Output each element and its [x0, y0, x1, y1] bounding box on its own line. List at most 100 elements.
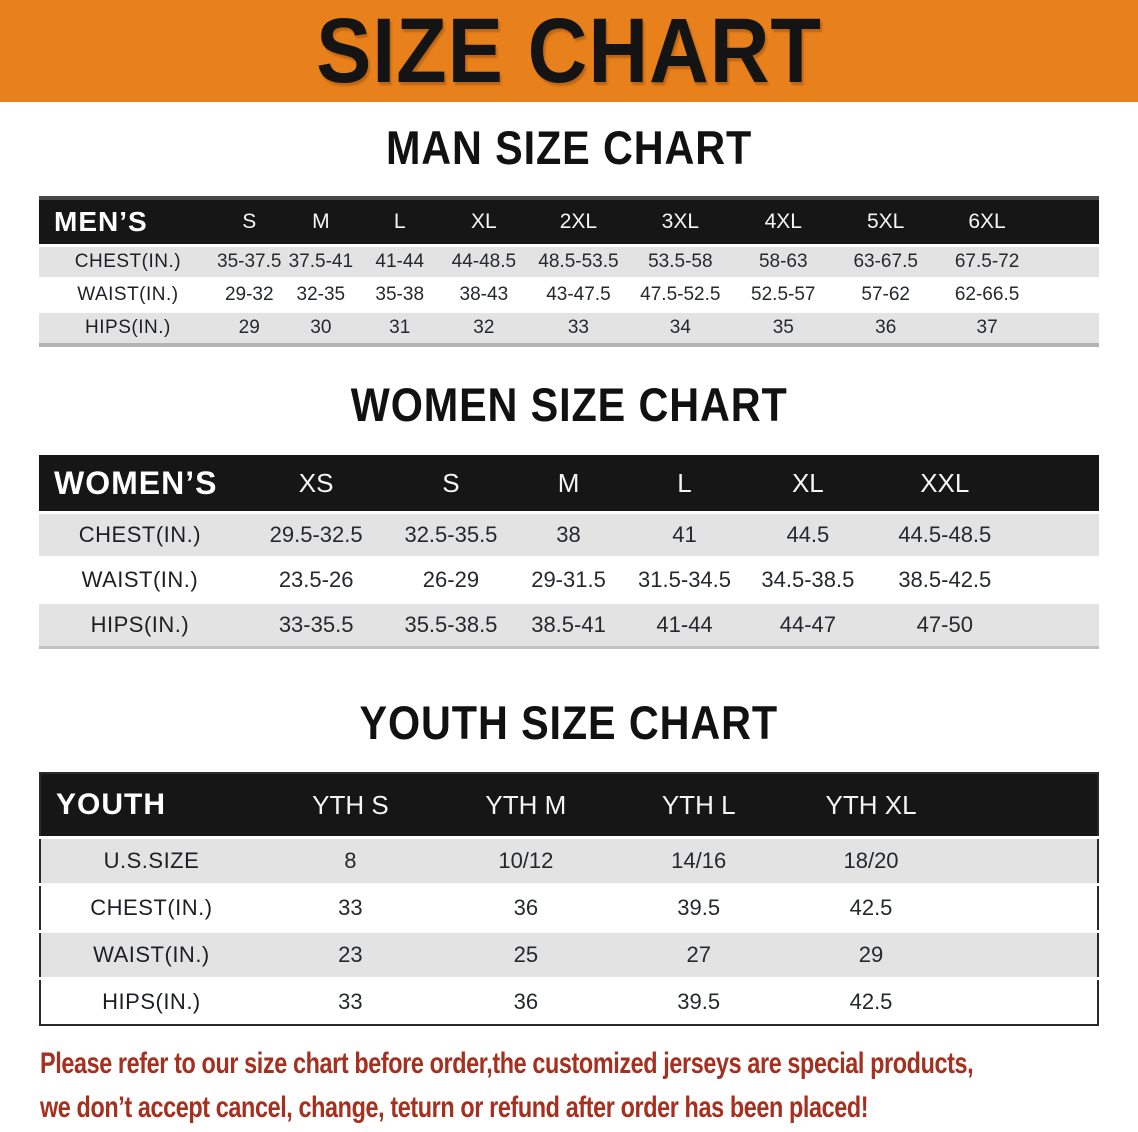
size-chart-banner: SIZE CHART	[0, 0, 1138, 102]
size-value: 32.5-35.5	[391, 511, 511, 558]
row-label: U.S.SIZE	[40, 836, 262, 885]
size-value: 29.5-32.5	[240, 511, 392, 558]
size-value: 41	[626, 511, 743, 558]
filler-cell	[957, 836, 1098, 885]
measurement-row: WAIST(IN.) 23.5-26 26-29 29-31.5 31.5-34.5 34…	[39, 556, 1099, 603]
size-column-header: M	[281, 198, 361, 246]
size-value: 35	[732, 310, 835, 345]
table-header-row: WOMEN’S XS S M L XL XXL	[39, 455, 1099, 513]
disclaimer-line-1: Please refer to our size chart before or…	[40, 1047, 974, 1080]
size-value: 44.5-48.5	[873, 511, 1017, 558]
size-value: 58-63	[732, 244, 835, 279]
size-value: 42.5	[784, 977, 958, 1025]
youth-size-table: YOUTH YTH S YTH M YTH L YTH XL U.S.SIZE 8 10/12…	[39, 772, 1099, 1026]
row-label: WAIST(IN.)	[40, 930, 262, 979]
women-size-table: WOMEN’S XS S M L XL XXL CHEST(IN.) 29.5-32.5 32.5…	[39, 455, 1099, 649]
size-value: 41-44	[360, 244, 440, 279]
size-value: 18/20	[784, 836, 958, 885]
size-value: 38.5-41	[510, 601, 627, 648]
size-value: 29-32	[216, 277, 282, 312]
size-column-header: YTH M	[438, 773, 613, 838]
row-label: HIPS(IN.)	[39, 310, 217, 345]
measurement-row: HIPS(IN.) 33 36 39.5 42.5	[40, 977, 1098, 1025]
size-value: 35-38	[360, 277, 440, 312]
size-column-header: XL	[439, 198, 529, 246]
men-size-table: MEN’S S M L XL 2XL 3XL 4XL 5XL 6XL CHEST(IN.) 35-37…	[39, 196, 1099, 347]
size-value: 43-47.5	[528, 277, 629, 312]
size-column-header: L	[360, 198, 440, 246]
size-value: 44.5	[742, 511, 874, 558]
table-header-row: MEN’S S M L XL 2XL 3XL 4XL 5XL 6XL	[39, 198, 1099, 246]
row-label: WAIST(IN.)	[39, 556, 241, 603]
filler-cell	[1037, 310, 1099, 345]
size-value: 32-35	[281, 277, 361, 312]
filler-cell	[1037, 198, 1099, 246]
size-value: 44-47	[742, 601, 874, 648]
filler-cell	[957, 883, 1098, 932]
filler-cell	[1016, 455, 1099, 513]
size-column-header: S	[216, 198, 282, 246]
size-value: 36	[438, 977, 613, 1025]
row-label: HIPS(IN.)	[39, 601, 241, 648]
size-value: 32	[439, 310, 529, 345]
measurement-row: CHEST(IN.) 35-37.5 37.5-41 41-44 44-48.5 48.5…	[39, 244, 1099, 279]
banner-title: SIZE CHART	[316, 0, 822, 102]
size-value: 38.5-42.5	[873, 556, 1017, 603]
size-column-header: 3XL	[628, 198, 733, 246]
order-disclaimer: Please refer to our size chart before or…	[40, 1042, 1138, 1130]
row-label: CHEST(IN.)	[39, 244, 217, 279]
women-size-section: WOMEN SIZE CHART WOMEN’S XS S M L XL XXL CHEST(…	[0, 381, 1138, 649]
size-column-header: XL	[742, 455, 874, 513]
women-section-title: WOMEN SIZE CHART	[350, 378, 788, 431]
measurement-row: WAIST(IN.) 23 25 27 29	[40, 930, 1098, 979]
size-value: 30	[281, 310, 361, 345]
size-value: 38-43	[439, 277, 529, 312]
filler-cell	[1016, 511, 1099, 558]
size-value: 34	[628, 310, 733, 345]
size-column-header: M	[510, 455, 627, 513]
table-header-row: YOUTH YTH S YTH M YTH L YTH XL	[40, 773, 1098, 838]
filler-cell	[957, 930, 1098, 979]
size-value: 23	[261, 930, 439, 979]
size-value: 37.5-41	[281, 244, 361, 279]
size-value: 35-37.5	[216, 244, 282, 279]
size-value: 44-48.5	[439, 244, 529, 279]
filler-cell	[957, 773, 1098, 838]
size-value: 36	[834, 310, 937, 345]
filler-cell	[1016, 601, 1099, 648]
measurement-row: CHEST(IN.) 33 36 39.5 42.5	[40, 883, 1098, 932]
youth-section-title: YOUTH SIZE CHART	[359, 696, 779, 749]
size-value: 29	[216, 310, 282, 345]
table-corner-label: WOMEN’S	[39, 455, 241, 513]
size-column-header: 2XL	[528, 198, 629, 246]
size-column-header: L	[626, 455, 743, 513]
row-label: CHEST(IN.)	[39, 511, 241, 558]
size-value: 37	[936, 310, 1038, 345]
measurement-row: WAIST(IN.) 29-32 32-35 35-38 38-43 43-47.5 47.…	[39, 277, 1099, 312]
filler-cell	[1016, 556, 1099, 603]
size-value: 25	[438, 930, 613, 979]
size-value: 26-29	[391, 556, 511, 603]
size-value: 57-62	[834, 277, 937, 312]
measurement-row: U.S.SIZE 8 10/12 14/16 18/20	[40, 836, 1098, 885]
size-value: 33-35.5	[240, 601, 392, 648]
size-value: 27	[612, 930, 785, 979]
size-value: 10/12	[438, 836, 613, 885]
size-value: 31.5-34.5	[626, 556, 743, 603]
size-value: 42.5	[784, 883, 958, 932]
size-value: 38	[510, 511, 627, 558]
disclaimer-line-2: we don’t accept cancel, change, teturn o…	[40, 1091, 869, 1124]
size-value: 52.5-57	[732, 277, 835, 312]
size-value: 47.5-52.5	[628, 277, 733, 312]
size-column-header: YTH L	[612, 773, 785, 838]
size-value: 39.5	[612, 883, 785, 932]
measurement-row: CHEST(IN.) 29.5-32.5 32.5-35.5 38 41 44.5 44.5…	[39, 511, 1099, 558]
size-column-header: YTH XL	[784, 773, 958, 838]
size-value: 41-44	[626, 601, 743, 648]
filler-cell	[957, 977, 1098, 1025]
size-value: 31	[360, 310, 440, 345]
size-value: 63-67.5	[834, 244, 937, 279]
men-section-title: MAN SIZE CHART	[385, 121, 753, 174]
filler-cell	[1037, 244, 1099, 279]
size-value: 33	[261, 977, 439, 1025]
